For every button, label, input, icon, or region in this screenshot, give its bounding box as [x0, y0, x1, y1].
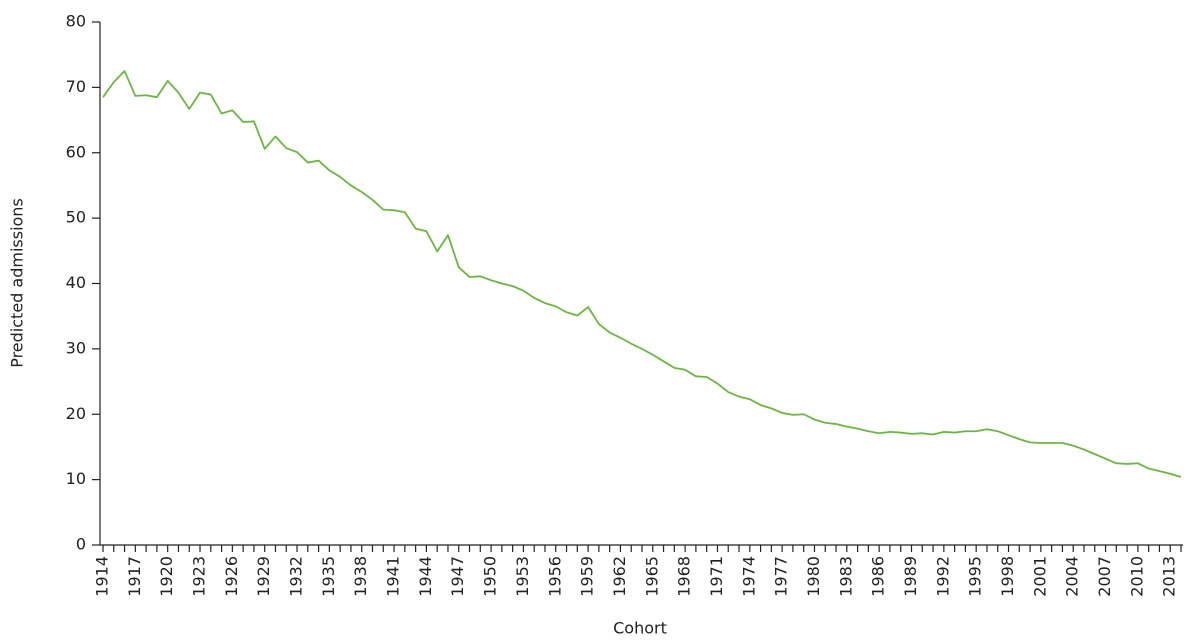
- y-tick-label: 50: [66, 208, 86, 227]
- x-tick-label: 1923: [190, 556, 209, 597]
- x-tick-label: 1962: [610, 556, 629, 597]
- x-tick-label: 1965: [642, 556, 661, 597]
- x-tick-label: 1977: [772, 556, 791, 597]
- x-tick-label: 1914: [93, 556, 112, 597]
- y-tick-label: 30: [66, 338, 86, 357]
- y-tick-label: 20: [66, 404, 86, 423]
- x-tick-label: 1992: [933, 556, 952, 597]
- x-tick-label: 1986: [869, 556, 888, 597]
- x-tick-label: 1989: [901, 556, 920, 597]
- x-tick-label: 2001: [1030, 556, 1049, 597]
- x-tick-label: 1938: [351, 556, 370, 597]
- y-tick-label: 60: [66, 142, 86, 161]
- x-tick-label: 2013: [1160, 556, 1179, 597]
- x-tick-label: 1971: [707, 556, 726, 597]
- x-tick-label: 1956: [545, 556, 564, 597]
- x-tick-label: 1974: [739, 556, 758, 597]
- x-tick-label: 1953: [513, 556, 532, 597]
- x-tick-label: 1944: [416, 556, 435, 597]
- data-line: [102, 70, 1182, 478]
- x-tick-label: 1947: [448, 556, 467, 597]
- x-tick-label: 1983: [836, 556, 855, 597]
- y-axis-title: Predicted admissions: [8, 198, 27, 368]
- y-tick-label: 0: [76, 535, 86, 554]
- x-tick-label: 1968: [675, 556, 694, 597]
- y-tick-label: 80: [66, 12, 86, 31]
- y-tick-label: 70: [66, 77, 86, 96]
- x-tick-label: 1995: [966, 556, 985, 597]
- x-axis-title: Cohort: [613, 619, 667, 638]
- x-tick-label: 2010: [1127, 556, 1146, 597]
- y-tick-label: 40: [66, 273, 86, 292]
- x-tick-label: 1932: [287, 556, 306, 597]
- y-tick-label: 10: [66, 469, 86, 488]
- x-tick-label: 2004: [1063, 556, 1082, 597]
- x-tick-label: 1929: [254, 556, 273, 597]
- x-tick-label: 1926: [222, 556, 241, 597]
- x-tick-label: 1950: [481, 556, 500, 597]
- x-tick-label: 1998: [998, 556, 1017, 597]
- x-tick-label: 1920: [157, 556, 176, 597]
- x-tick-label: 1941: [384, 556, 403, 597]
- x-tick-label: 2007: [1095, 556, 1114, 597]
- x-tick-label: 1959: [578, 556, 597, 597]
- x-tick-label: 1980: [804, 556, 823, 597]
- x-tick-label: 1917: [125, 556, 144, 597]
- x-tick-label: 1935: [319, 556, 338, 597]
